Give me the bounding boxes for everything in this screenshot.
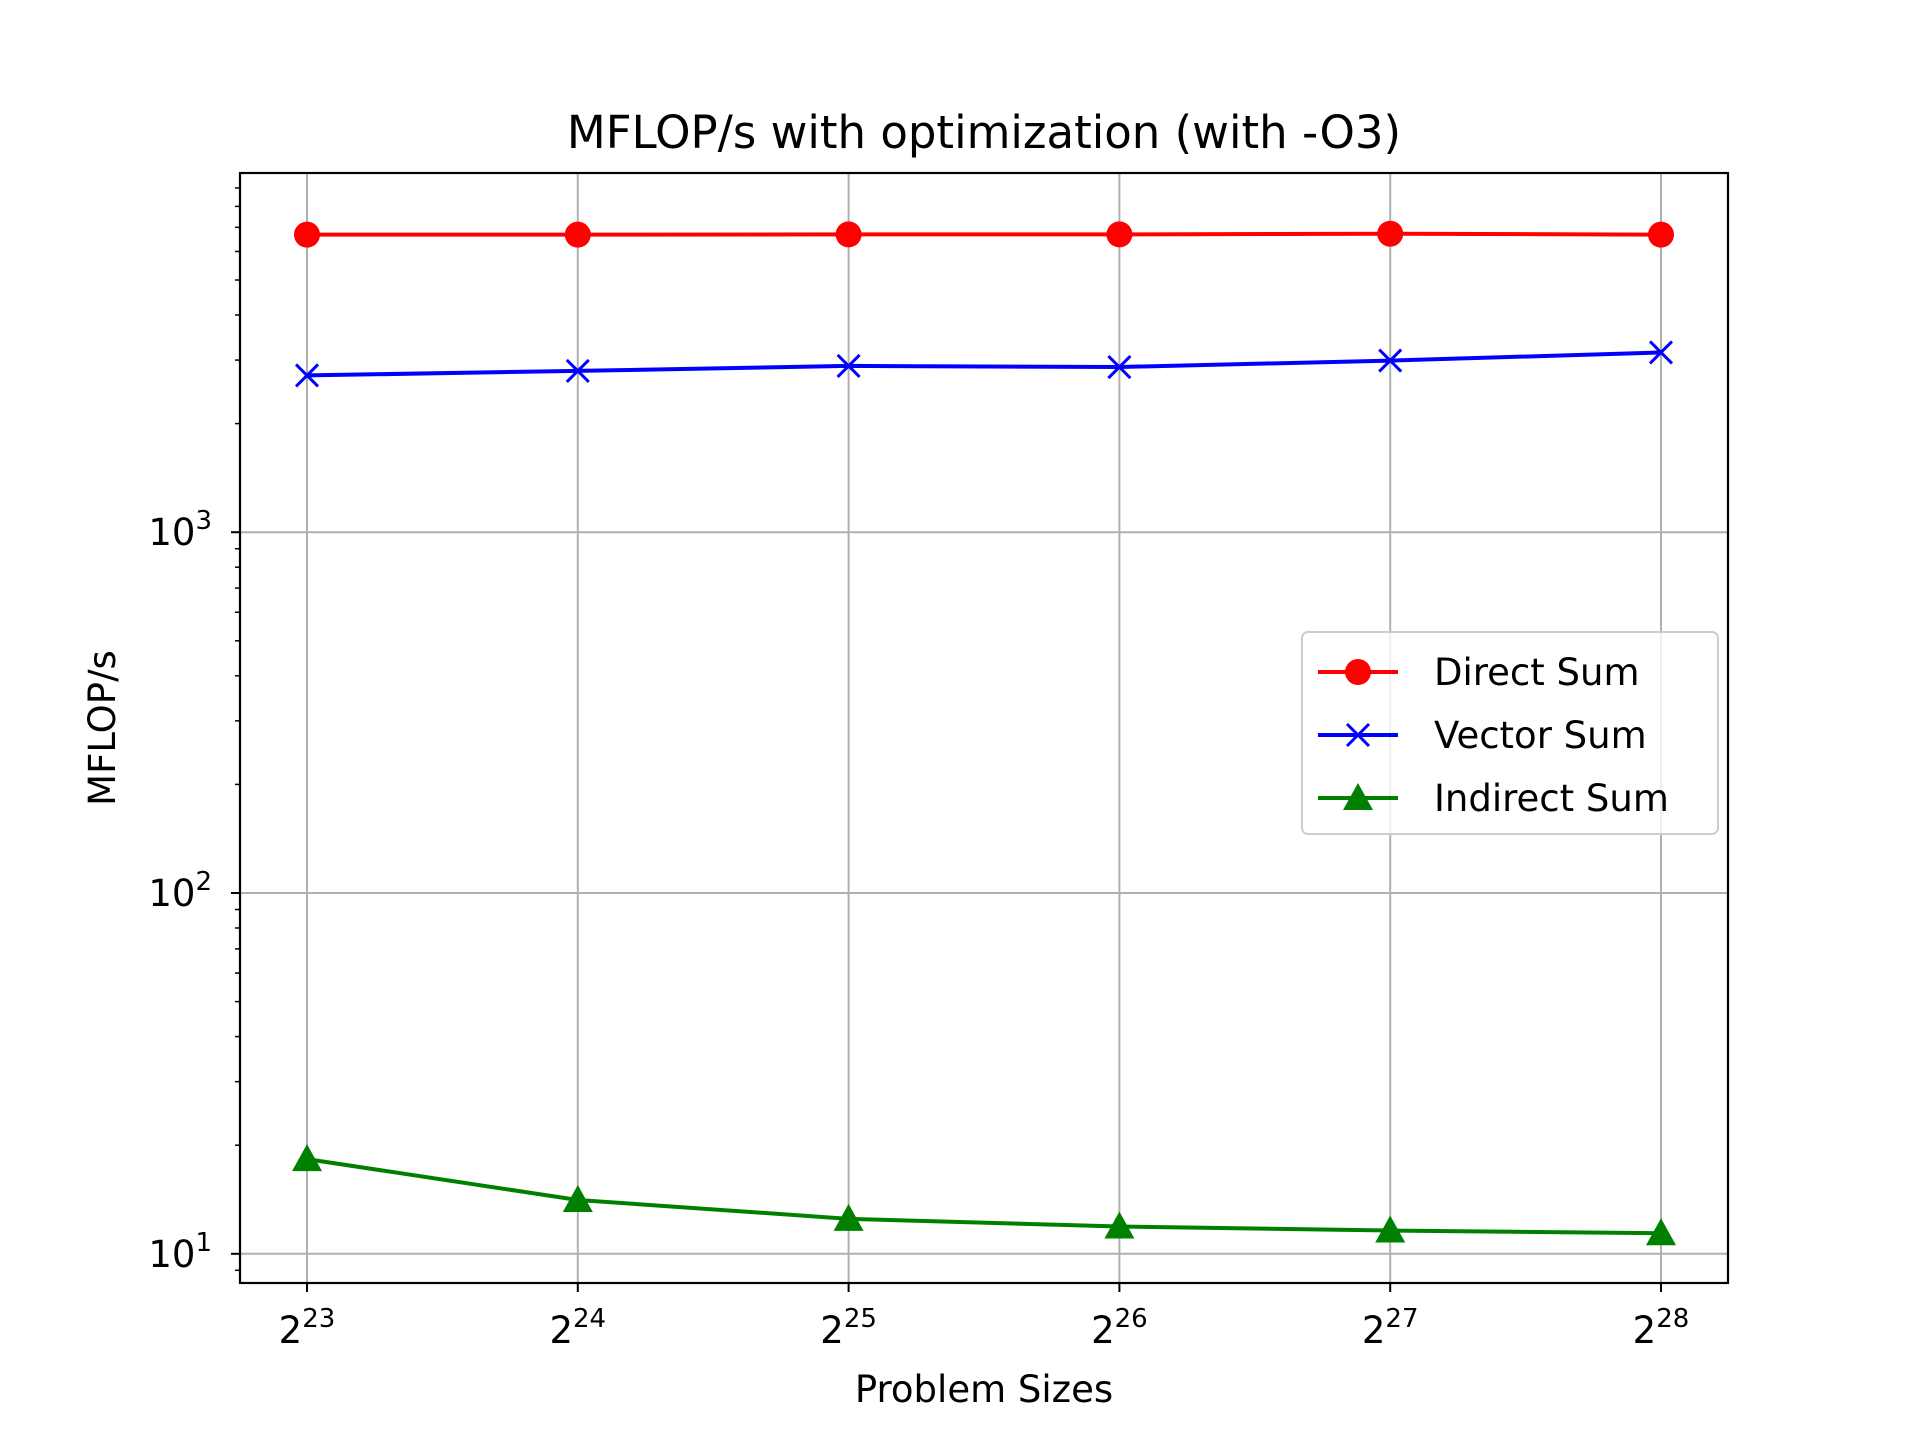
direct-sum-point: [835, 221, 862, 248]
direct-sum-point: [1648, 221, 1674, 248]
vector-sum-point: [1107, 354, 1132, 380]
x-tick-label: 223: [279, 1304, 336, 1352]
indirect-sum-point: [1646, 1218, 1676, 1246]
indirect-sum-point: [562, 1184, 593, 1212]
indirect-sum-point: [1375, 1215, 1406, 1243]
vector-sum-line: [306, 350, 1662, 378]
legend-vector-sum-marker: [1345, 722, 1371, 748]
x-axis-label: Problem Sizes: [855, 1368, 1113, 1411]
legend-indirect-sum-label: Indirect Sum: [1434, 777, 1669, 820]
vector-sum-point: [1648, 340, 1674, 365]
chart-title: MFLOP/s with optimization (with -O3): [567, 106, 1401, 159]
legend-direct-sum-marker: [1345, 659, 1371, 685]
x-tick-label: 227: [1362, 1304, 1419, 1352]
vector-sum-point: [836, 353, 861, 378]
series-layer: [292, 220, 1676, 1246]
vector-sum-point: [294, 363, 320, 388]
legend: Direct Sum Vector Sum Indirect Sum: [1301, 631, 1719, 835]
axis-ticks: 223 224 225 226 227 228 101 102 103: [148, 187, 1690, 1352]
legend-direct-sum-label: Direct Sum: [1434, 651, 1640, 694]
direct-sum-point: [1377, 220, 1404, 247]
legend-frame: [1301, 631, 1719, 835]
indirect-sum-point: [1104, 1211, 1135, 1239]
direct-sum-point: [1106, 221, 1133, 248]
x-tick-label: 224: [549, 1304, 606, 1352]
legend-vector-sum-label: Vector Sum: [1434, 714, 1647, 757]
vector-sum-point: [1378, 348, 1403, 373]
direct-sum-line: [307, 231, 1662, 237]
indirect-sum-point: [292, 1144, 322, 1172]
legend-indirect-sum-marker: [1343, 783, 1373, 810]
y-axis-label: MFLOP/s: [81, 650, 124, 806]
x-tick-label: 228: [1633, 1304, 1690, 1352]
vector-sum-point: [565, 358, 590, 383]
x-tick-label: 225: [820, 1304, 877, 1352]
indirect-sum-line: [306, 1157, 1662, 1236]
y-tick-label: 102: [148, 867, 212, 915]
x-tick-label: 226: [1091, 1304, 1148, 1352]
y-tick-label: 103: [148, 506, 212, 554]
indirect-sum-point: [833, 1203, 864, 1231]
direct-sum-point: [294, 221, 320, 248]
plot-area-frame: [238, 171, 1730, 1285]
y-tick-label: 101: [148, 1228, 212, 1276]
direct-sum-point: [564, 221, 591, 248]
